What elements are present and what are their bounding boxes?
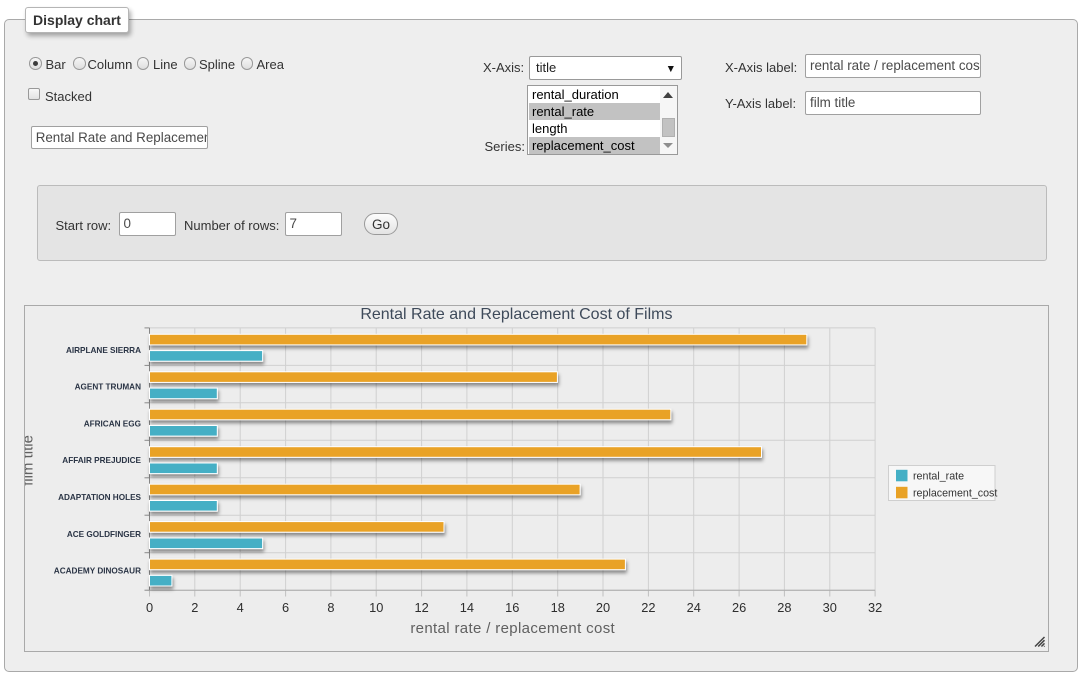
svg-text:22: 22 <box>641 600 655 615</box>
svg-text:14: 14 <box>460 600 474 615</box>
svg-text:ACE GOLDFINGER: ACE GOLDFINGER <box>67 530 141 539</box>
svg-text:replacement_cost: replacement_cost <box>913 488 997 500</box>
svg-text:18: 18 <box>551 600 565 615</box>
svg-text:rental_rate: rental_rate <box>913 471 964 483</box>
svg-text:Rental Rate and Replacement Co: Rental Rate and Replacement Cost of Film… <box>360 306 672 323</box>
svg-text:8: 8 <box>327 600 334 615</box>
svg-text:32: 32 <box>868 600 882 615</box>
svg-text:ACADEMY DINOSAUR: ACADEMY DINOSAUR <box>54 567 141 576</box>
svg-text:10: 10 <box>369 600 383 615</box>
svg-text:24: 24 <box>687 600 701 615</box>
svg-text:AIRPLANE SIERRA: AIRPLANE SIERRA <box>66 346 141 355</box>
svg-text:6: 6 <box>282 600 289 615</box>
svg-text:2: 2 <box>191 600 198 615</box>
svg-text:rental rate / replacement cost: rental rate / replacement cost <box>410 620 615 637</box>
svg-text:AFFAIR PREJUDICE: AFFAIR PREJUDICE <box>62 456 141 465</box>
svg-text:4: 4 <box>237 600 244 615</box>
svg-text:0: 0 <box>146 600 153 615</box>
svg-text:film title: film title <box>25 435 37 486</box>
svg-text:AGENT TRUMAN: AGENT TRUMAN <box>75 383 141 392</box>
svg-text:12: 12 <box>414 600 428 615</box>
svg-text:ADAPTATION HOLES: ADAPTATION HOLES <box>58 493 141 502</box>
svg-text:AFRICAN EGG: AFRICAN EGG <box>84 419 141 428</box>
svg-text:20: 20 <box>596 600 610 615</box>
svg-text:30: 30 <box>823 600 837 615</box>
svg-text:26: 26 <box>732 600 746 615</box>
svg-text:16: 16 <box>505 600 519 615</box>
svg-text:28: 28 <box>777 600 791 615</box>
